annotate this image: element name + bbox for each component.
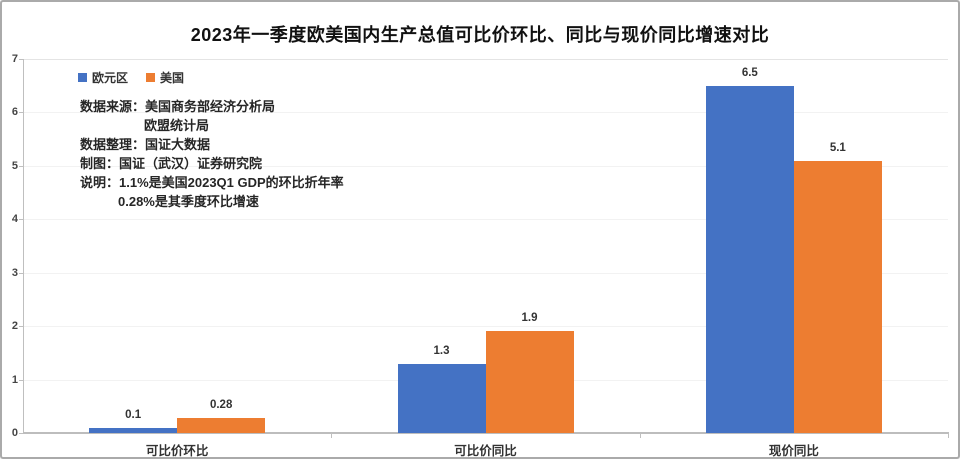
- chart-title: 2023年一季度欧美国内生产总值可比价环比、同比与现价同比增速对比: [190, 25, 770, 45]
- annotation-line-0: 数据来源：美国商务部经济分析局: [80, 99, 276, 114]
- y-axis: [23, 59, 24, 433]
- y-axis-tick-6: [19, 112, 23, 114]
- bar-value-label-series1-cat1: 1.9: [521, 312, 538, 325]
- annotation-line-3: 制图：国证（武汉）证券研究院: [80, 156, 263, 171]
- annotation-line-4: 说明：1.1%是美国2023Q1 GDP的环比折年率: [80, 175, 344, 190]
- bar-value-label-series0-cat1: 1.3: [433, 344, 450, 357]
- bar-value-label-series1-cat2: 5.1: [829, 141, 846, 154]
- x-category-label-0: 可比价环比: [145, 444, 209, 458]
- y-axis-label-4: 4: [11, 213, 18, 226]
- legend-swatch-icon-1: [146, 73, 156, 82]
- y-axis-tick-1: [19, 379, 23, 381]
- y-axis-label-6: 6: [11, 106, 18, 119]
- x-axis-tick-2: [639, 433, 641, 438]
- y-axis-tick-2: [19, 326, 23, 328]
- y-axis-label-3: 3: [11, 266, 18, 279]
- annotation-line-1: 欧盟统计局: [144, 118, 210, 133]
- y-axis-label-7: 7: [11, 53, 18, 65]
- legend: 欧元区 美国: [78, 69, 184, 86]
- y-axis-tick-0: [19, 433, 23, 434]
- y-axis-tick-3: [19, 272, 23, 274]
- y-axis-label-1: 1: [11, 373, 18, 386]
- gridline-5: [23, 165, 948, 167]
- y-axis-label-0: 0: [11, 427, 18, 439]
- gridline-2: [23, 326, 948, 328]
- legend-item-0: 欧元区: [78, 69, 128, 86]
- y-axis-label-2: 2: [11, 320, 18, 333]
- bar-value-label-series0-cat0: 0.1: [125, 408, 142, 421]
- gridline-7: [23, 59, 948, 60]
- gridline-6: [23, 112, 948, 114]
- legend-item-1: 美国: [146, 69, 184, 86]
- bar-value-label-series1-cat0: 0.28: [209, 399, 233, 412]
- legend-label-0: 欧元区: [92, 71, 129, 85]
- y-axis-label-5: 5: [11, 159, 18, 172]
- y-axis-tick-5: [19, 165, 23, 167]
- annotation-line-5: 0.28%是其季度环比增速: [118, 194, 259, 209]
- y-axis-tick-4: [19, 219, 23, 221]
- bar-series1-cat2: [793, 160, 882, 433]
- bar-series0-cat1: [397, 363, 486, 433]
- x-category-label-2: 现价同比: [768, 444, 819, 458]
- x-category-label-1: 可比价同比: [454, 444, 517, 458]
- data-source-note: 数据来源：美国商务部经济分析局 欧盟统计局数据整理：国证大数据制图：国证（武汉）证…: [80, 97, 344, 211]
- gridline-4: [23, 219, 948, 221]
- bar-series1-cat0: [177, 418, 266, 433]
- bar-value-label-series0-cat2: 6.5: [741, 66, 758, 79]
- bar-series0-cat0: [89, 427, 178, 433]
- legend-swatch-icon-0: [78, 73, 87, 82]
- bar-series1-cat1: [485, 331, 574, 433]
- gridline-3: [23, 272, 948, 274]
- x-axis-tick-1: [331, 433, 333, 438]
- annotation-line-2: 数据整理：国证大数据: [80, 137, 211, 152]
- bar-series0-cat2: [705, 85, 794, 433]
- y-axis-tick-7: [19, 59, 23, 60]
- x-axis-tick-3: [948, 433, 949, 438]
- x-axis: [23, 432, 949, 434]
- legend-label-1: 美国: [160, 71, 185, 85]
